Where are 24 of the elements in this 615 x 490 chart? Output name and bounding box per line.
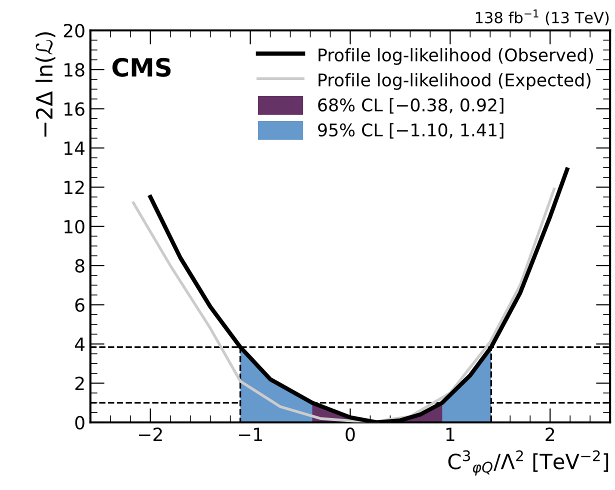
annotation: CMS [112, 58, 171, 77]
x-tick-label: 2 [546, 428, 554, 441]
y-tick-label: 14 [64, 142, 85, 155]
x-tick-label: 0 [346, 428, 355, 442]
y-tick-label: 2 [75, 376, 84, 390]
text: 138 fb$^{−1}$ (13 TeV) [476, 10, 609, 26]
x-tick-label: −2 [138, 428, 162, 441]
legend-label: Profile log-likelihood (Observed) [318, 48, 593, 65]
y-tick-label: 8 [75, 259, 84, 273]
legend-label: Profile log-likelihood (Expected) [318, 73, 590, 90]
x-tick-label: 1 [446, 428, 454, 441]
y-tick-label: 10 [64, 220, 84, 234]
y-tick-label: 12 [64, 180, 84, 194]
x-tick-label: −1 [238, 428, 262, 441]
y-tick-label: 6 [75, 298, 84, 312]
x-axis-title: C$^{3}$$_{φQ}$/Λ$^{2}$ [TeV$^{−2}$] [448, 450, 608, 476]
y-tick-label: 16 [64, 102, 84, 116]
y-tick-label: 0 [75, 416, 84, 430]
y-axis-title: −2Δ ln(ℒ) [36, 32, 56, 137]
y-tick-label: 4 [74, 338, 85, 351]
y-tick-label: 20 [64, 24, 84, 38]
y-tick-label: 18 [64, 63, 84, 77]
legend-label: 95% CL [−1.10, 1.41] [318, 123, 504, 139]
legend-label: 68% CL [−0.38, 0.92] [318, 98, 504, 114]
